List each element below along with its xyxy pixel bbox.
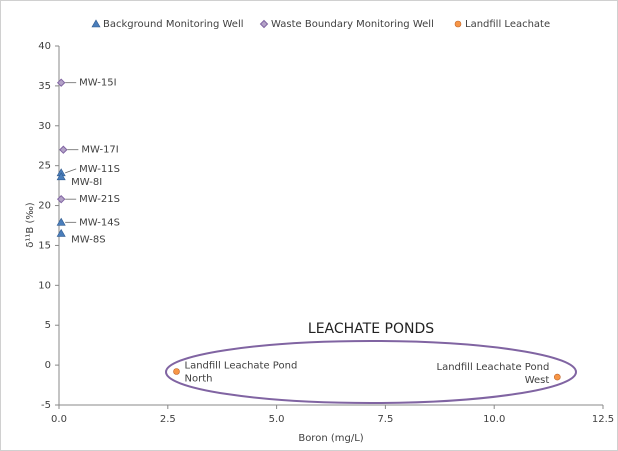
point-label: Landfill Leachate Pond <box>437 362 550 373</box>
point-label: MW-15I <box>79 78 116 89</box>
y-tick-label: 25 <box>38 161 51 172</box>
legend-label: Background Monitoring Well <box>103 19 244 30</box>
legend-marker <box>259 19 269 29</box>
point-label: MW-8I <box>71 177 102 188</box>
legend-label: Waste Boundary Monitoring Well <box>271 19 434 30</box>
data-point <box>56 217 66 226</box>
point-label: MW-21S <box>79 194 120 205</box>
y-tick-label: 10 <box>38 280 51 291</box>
legend-marker <box>454 20 462 28</box>
x-tick-label: 5.0 <box>269 414 285 425</box>
x-tick-label: 10.0 <box>483 414 505 425</box>
data-point <box>56 172 66 181</box>
data-point <box>56 78 66 87</box>
legend-label: Landfill Leachate <box>465 19 550 30</box>
point-label: MW-17I <box>81 145 118 156</box>
point-label: West <box>525 375 550 386</box>
x-tick-label: 7.5 <box>377 414 393 425</box>
data-point <box>59 145 68 154</box>
x-axis-label: Boron (mg/L) <box>298 433 363 444</box>
data-point <box>56 228 66 237</box>
x-tick-label: 2.5 <box>160 414 176 425</box>
leader-line <box>65 168 77 174</box>
y-tick-label: 30 <box>38 121 51 132</box>
data-point <box>56 194 66 204</box>
y-tick-label: 20 <box>38 201 51 212</box>
y-tick-label: -5 <box>41 400 51 411</box>
point-label: MW-8S <box>71 234 105 245</box>
point-label: North <box>185 373 213 384</box>
annotation-ellipse <box>165 340 577 404</box>
y-tick-label: 40 <box>38 41 51 52</box>
data-point <box>173 368 180 375</box>
annotation: LEACHATE PONDS <box>308 321 434 337</box>
y-tick-label: 15 <box>38 240 51 251</box>
point-label: MW-14S <box>79 217 120 228</box>
y-tick-label: 35 <box>38 81 51 92</box>
y-axis-label: δ¹¹B (‰) <box>25 202 36 247</box>
y-tick-label: 0 <box>45 360 51 371</box>
point-label: MW-11S <box>79 164 120 175</box>
legend-marker <box>91 19 101 28</box>
y-tick-label: 5 <box>45 320 51 331</box>
x-tick-label: 0.0 <box>51 414 67 425</box>
x-tick-label: 12.5 <box>592 414 614 425</box>
point-label: Landfill Leachate Pond <box>185 360 298 371</box>
data-point <box>554 373 561 381</box>
